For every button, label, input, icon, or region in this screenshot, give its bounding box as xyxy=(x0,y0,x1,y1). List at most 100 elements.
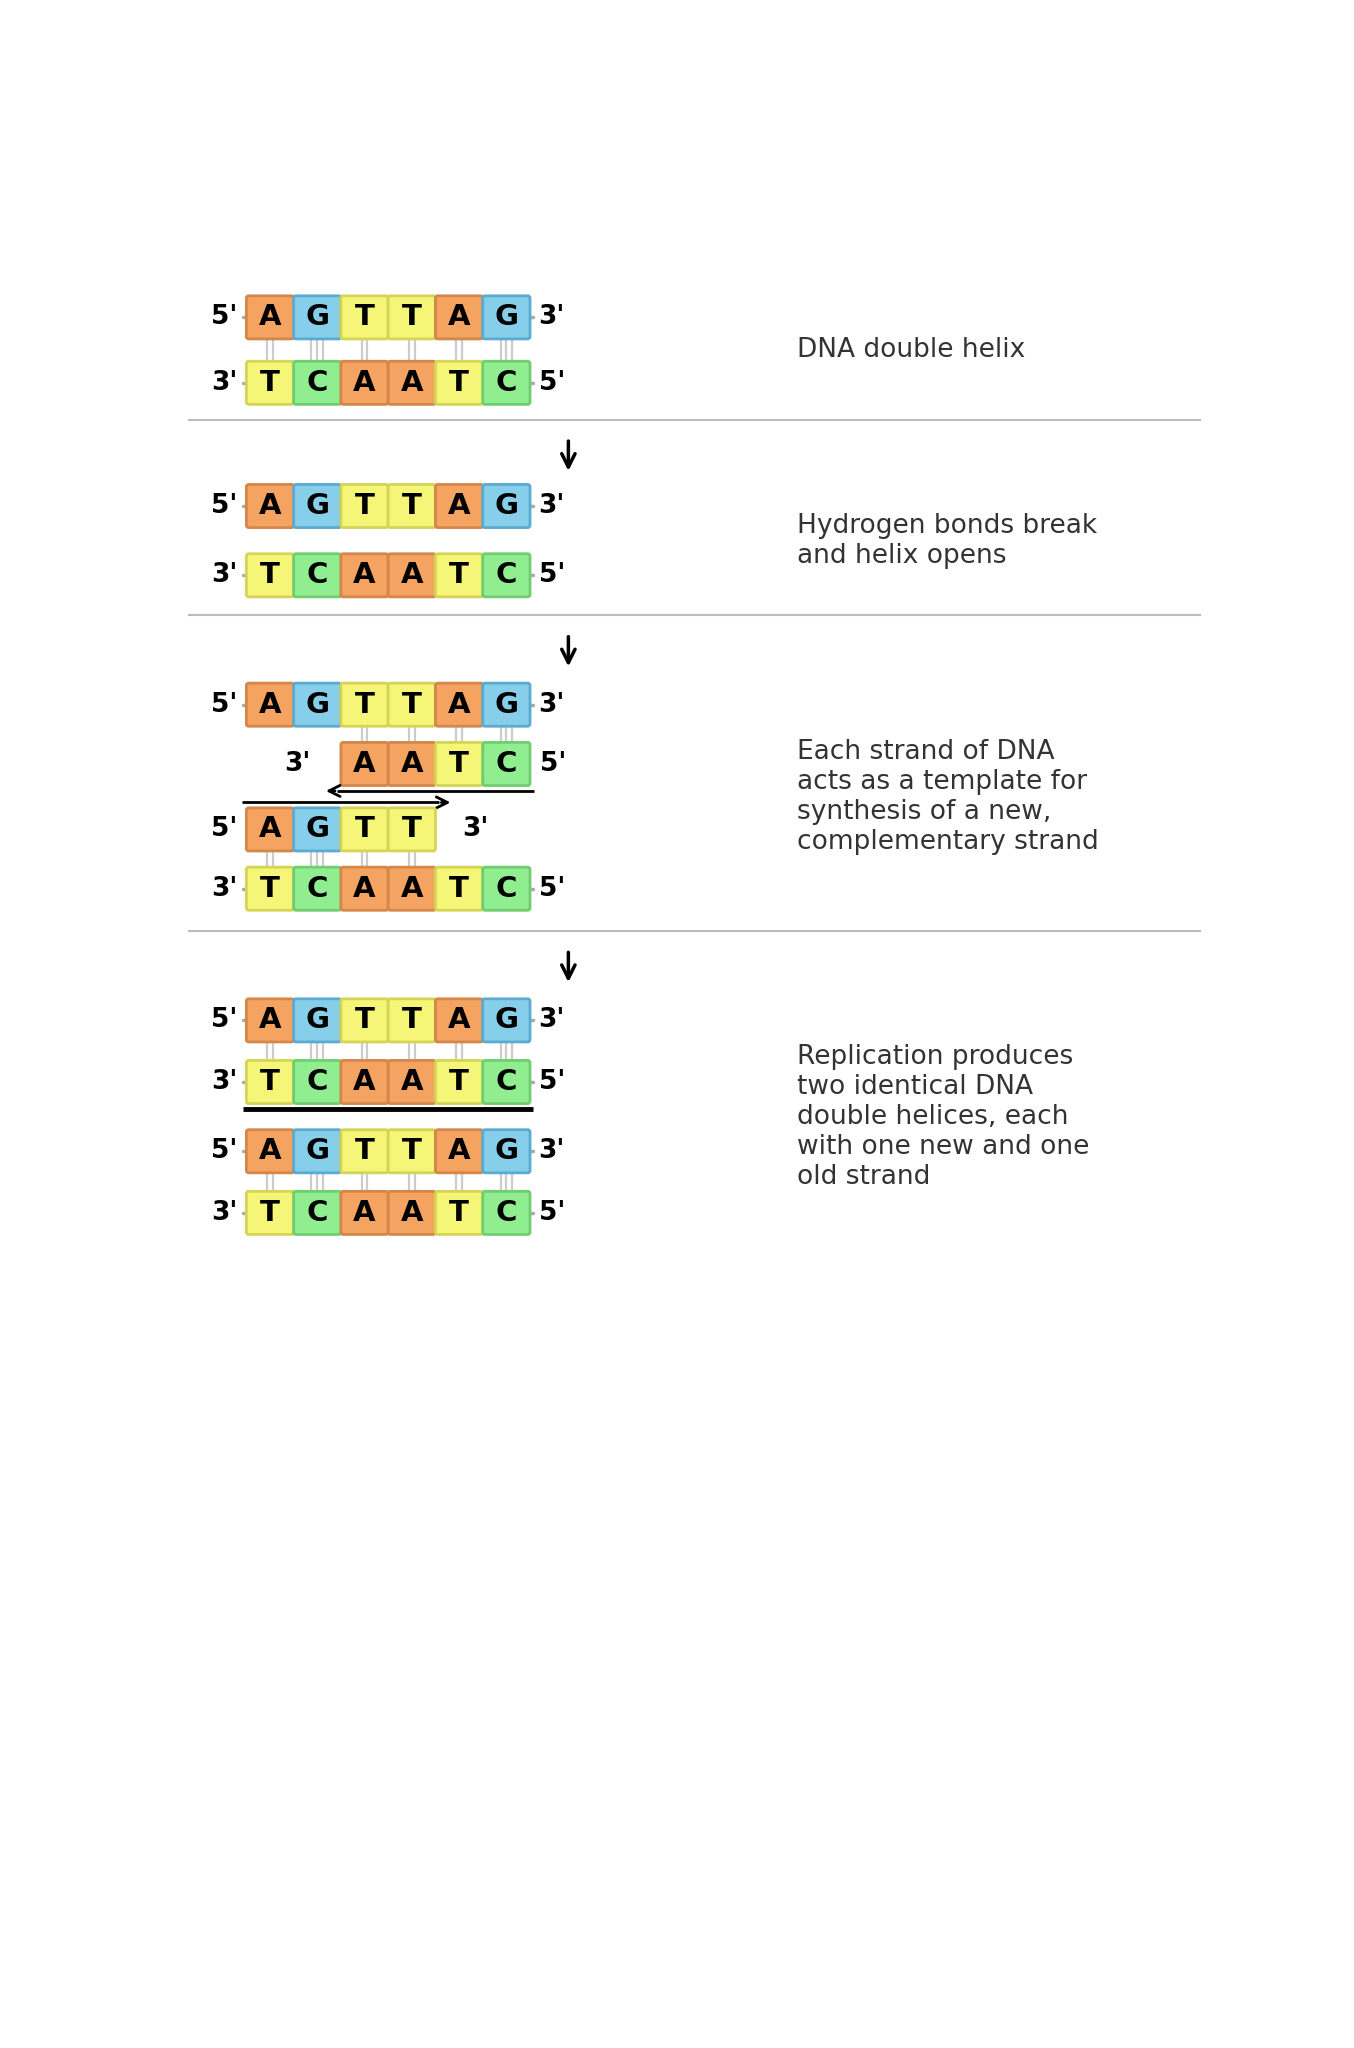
Text: DNA double helix: DNA double helix xyxy=(798,338,1025,362)
Text: 3': 3' xyxy=(211,877,238,901)
FancyBboxPatch shape xyxy=(436,684,483,727)
Text: C: C xyxy=(306,561,328,590)
FancyBboxPatch shape xyxy=(389,684,436,727)
FancyBboxPatch shape xyxy=(246,295,294,338)
Text: G: G xyxy=(305,815,329,844)
FancyBboxPatch shape xyxy=(436,553,483,596)
Text: Hydrogen bonds break
and helix opens: Hydrogen bonds break and helix opens xyxy=(798,512,1097,569)
Text: 5': 5' xyxy=(539,371,565,395)
FancyBboxPatch shape xyxy=(246,999,294,1042)
Text: T: T xyxy=(355,1137,375,1165)
Text: A: A xyxy=(401,561,422,590)
Text: 5': 5' xyxy=(539,877,565,901)
Text: A: A xyxy=(448,1137,470,1165)
FancyBboxPatch shape xyxy=(294,684,341,727)
Text: A: A xyxy=(448,690,470,719)
FancyBboxPatch shape xyxy=(389,1061,436,1104)
FancyBboxPatch shape xyxy=(389,360,436,403)
FancyBboxPatch shape xyxy=(483,553,529,596)
Text: C: C xyxy=(496,369,517,397)
FancyBboxPatch shape xyxy=(341,684,389,727)
Text: A: A xyxy=(448,1006,470,1034)
Text: A: A xyxy=(259,303,282,332)
Text: A: A xyxy=(401,750,422,778)
Text: T: T xyxy=(355,1006,375,1034)
Text: A: A xyxy=(353,369,376,397)
Text: T: T xyxy=(450,1198,468,1227)
FancyBboxPatch shape xyxy=(389,807,436,852)
Text: 5': 5' xyxy=(540,752,566,776)
FancyBboxPatch shape xyxy=(294,1061,341,1104)
FancyBboxPatch shape xyxy=(341,999,389,1042)
Text: C: C xyxy=(306,369,328,397)
Text: 3': 3' xyxy=(539,692,565,717)
Text: A: A xyxy=(259,492,282,520)
Text: 5': 5' xyxy=(211,305,238,330)
Text: G: G xyxy=(305,690,329,719)
Text: A: A xyxy=(401,369,422,397)
Text: G: G xyxy=(305,1006,329,1034)
Text: G: G xyxy=(305,492,329,520)
FancyBboxPatch shape xyxy=(436,1130,483,1174)
Text: A: A xyxy=(259,1137,282,1165)
FancyBboxPatch shape xyxy=(436,1061,483,1104)
FancyBboxPatch shape xyxy=(436,485,483,528)
Text: T: T xyxy=(355,492,375,520)
FancyBboxPatch shape xyxy=(294,807,341,852)
Text: A: A xyxy=(259,1006,282,1034)
FancyBboxPatch shape xyxy=(389,1130,436,1174)
FancyBboxPatch shape xyxy=(341,485,389,528)
FancyBboxPatch shape xyxy=(436,1192,483,1235)
FancyBboxPatch shape xyxy=(483,295,529,338)
Text: G: G xyxy=(494,1137,519,1165)
FancyBboxPatch shape xyxy=(294,1192,341,1235)
Text: T: T xyxy=(355,815,375,844)
Text: T: T xyxy=(450,369,468,397)
Text: A: A xyxy=(353,561,376,590)
FancyBboxPatch shape xyxy=(341,1061,389,1104)
Text: 3': 3' xyxy=(539,1008,565,1034)
FancyBboxPatch shape xyxy=(341,553,389,596)
FancyBboxPatch shape xyxy=(389,1192,436,1235)
FancyBboxPatch shape xyxy=(483,866,529,909)
FancyBboxPatch shape xyxy=(341,1130,389,1174)
Text: 3': 3' xyxy=(284,752,310,776)
FancyBboxPatch shape xyxy=(294,295,341,338)
FancyBboxPatch shape xyxy=(436,360,483,403)
FancyBboxPatch shape xyxy=(436,866,483,909)
Text: T: T xyxy=(402,1006,421,1034)
Text: C: C xyxy=(496,750,517,778)
Text: 3': 3' xyxy=(539,494,565,518)
Text: 3': 3' xyxy=(463,817,489,842)
Text: G: G xyxy=(494,1006,519,1034)
FancyBboxPatch shape xyxy=(389,485,436,528)
FancyBboxPatch shape xyxy=(246,684,294,727)
Text: G: G xyxy=(494,303,519,332)
FancyBboxPatch shape xyxy=(341,743,389,786)
Text: 3': 3' xyxy=(539,1139,565,1163)
Text: 5': 5' xyxy=(539,563,565,588)
Text: A: A xyxy=(353,750,376,778)
Text: A: A xyxy=(259,815,282,844)
Text: T: T xyxy=(402,303,421,332)
FancyBboxPatch shape xyxy=(483,1061,529,1104)
Text: T: T xyxy=(450,1067,468,1096)
Text: A: A xyxy=(353,1198,376,1227)
FancyBboxPatch shape xyxy=(246,553,294,596)
Text: G: G xyxy=(305,303,329,332)
FancyBboxPatch shape xyxy=(389,999,436,1042)
Text: C: C xyxy=(496,1198,517,1227)
FancyBboxPatch shape xyxy=(389,743,436,786)
Text: Each strand of DNA
acts as a template for
synthesis of a new,
complementary stra: Each strand of DNA acts as a template fo… xyxy=(798,739,1098,854)
FancyBboxPatch shape xyxy=(483,360,529,403)
Text: Replication produces
two identical DNA
double helices, each
with one new and one: Replication produces two identical DNA d… xyxy=(798,1044,1090,1190)
FancyBboxPatch shape xyxy=(389,553,436,596)
FancyBboxPatch shape xyxy=(294,866,341,909)
Text: T: T xyxy=(450,561,468,590)
FancyBboxPatch shape xyxy=(294,1130,341,1174)
Text: A: A xyxy=(401,1198,422,1227)
Text: A: A xyxy=(353,1067,376,1096)
Text: 3': 3' xyxy=(211,563,238,588)
Text: A: A xyxy=(259,690,282,719)
Text: T: T xyxy=(260,1198,280,1227)
